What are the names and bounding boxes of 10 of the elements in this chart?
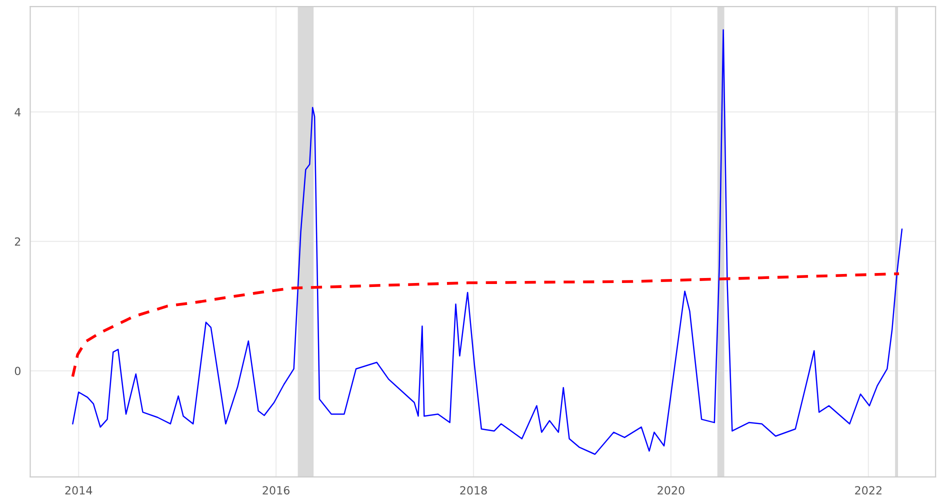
x-tick-label: 2020 — [658, 486, 684, 495]
y-tick-label: 2 — [14, 237, 20, 246]
x-tick-label: 2022 — [855, 486, 882, 495]
line-series — [71, 272, 900, 378]
x-tick-label: 2016 — [262, 486, 290, 495]
y-tick-label: 0 — [14, 366, 20, 376]
x-tick-label: 2014 — [65, 486, 92, 495]
x-tick-label: 2018 — [460, 486, 487, 495]
y-tick-label: 4 — [14, 108, 21, 116]
line-series — [72, 29, 903, 455]
